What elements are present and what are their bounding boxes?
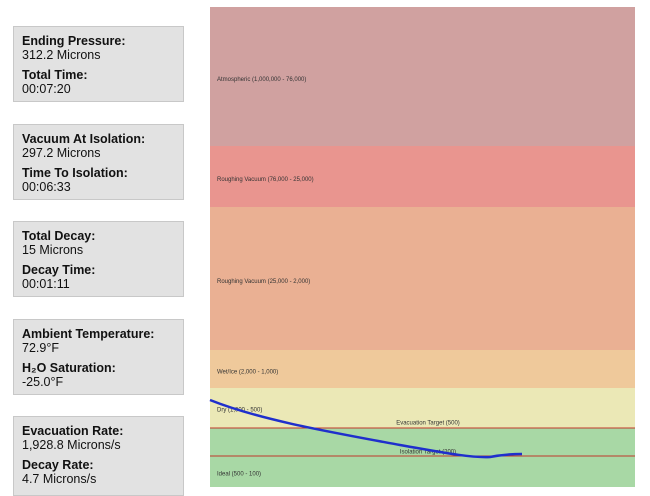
pressure-curve	[209, 398, 523, 459]
zone-label: Ideal (500 - 100)	[217, 472, 261, 478]
stat-label: Vacuum At Isolation:	[22, 132, 146, 146]
zone-band	[210, 207, 635, 350]
stat-value: 297.2 Microns	[22, 146, 101, 160]
zone-label: Roughing Vacuum (25,000 - 2,000)	[217, 279, 310, 285]
stat-value: 1,928.8 Microns/s	[22, 438, 121, 452]
stat-label: Evacuation Rate:	[22, 424, 124, 438]
zone-band	[210, 428, 635, 487]
stat-label: H₂O Saturation:	[22, 361, 116, 375]
stat-card: Vacuum At Isolation: 297.2 Microns Time To…	[13, 124, 184, 200]
zone-label: Roughing Vacuum (76,000 - 25,000)	[217, 177, 314, 183]
stat-label: Decay Time:	[22, 263, 96, 277]
stat-value: 72.9°F	[22, 341, 59, 355]
stat-card: Evacuation Rate: 1,928.8 Microns/s Decay R…	[13, 416, 184, 496]
target-label: Evacuation Target (500)	[396, 421, 460, 427]
stat-label: Ending Pressure:	[22, 34, 126, 48]
stat-label: Ambient Temperature:	[22, 327, 155, 341]
zone-band	[210, 7, 635, 146]
stat-value: 312.2 Microns	[22, 48, 101, 62]
stat-label: Total Decay:	[22, 229, 96, 243]
zone-band	[210, 146, 635, 207]
stat-label: Total Time:	[22, 68, 88, 82]
stat-card: Ending Pressure: 312.2 Microns Total Time:…	[13, 26, 184, 102]
target-label: Isolation Target (200)	[400, 450, 456, 456]
zone-label: Wet/Ice (2,000 - 1,000)	[217, 370, 278, 376]
stat-value: 00:06:33	[22, 180, 71, 194]
zone-band	[210, 350, 635, 388]
zone-label: Atmospheric (1,000,000 - 76,000)	[217, 77, 306, 83]
stat-value: 15 Microns	[22, 243, 84, 257]
stat-value: -25.0°F	[22, 375, 64, 389]
stat-value: 00:01:11	[22, 277, 70, 291]
stat-card: Total Decay: 15 Microns Decay Time: 00:01:1…	[13, 221, 184, 297]
stat-value: 00:07:20	[22, 82, 71, 96]
stat-label: Decay Rate:	[22, 458, 94, 472]
stat-card: Ambient Temperature: 72.9°F H₂O Saturation…	[13, 319, 184, 395]
stat-label: Time To Isolation:	[22, 166, 128, 180]
stat-value: 4.7 Microns/s	[22, 472, 97, 486]
